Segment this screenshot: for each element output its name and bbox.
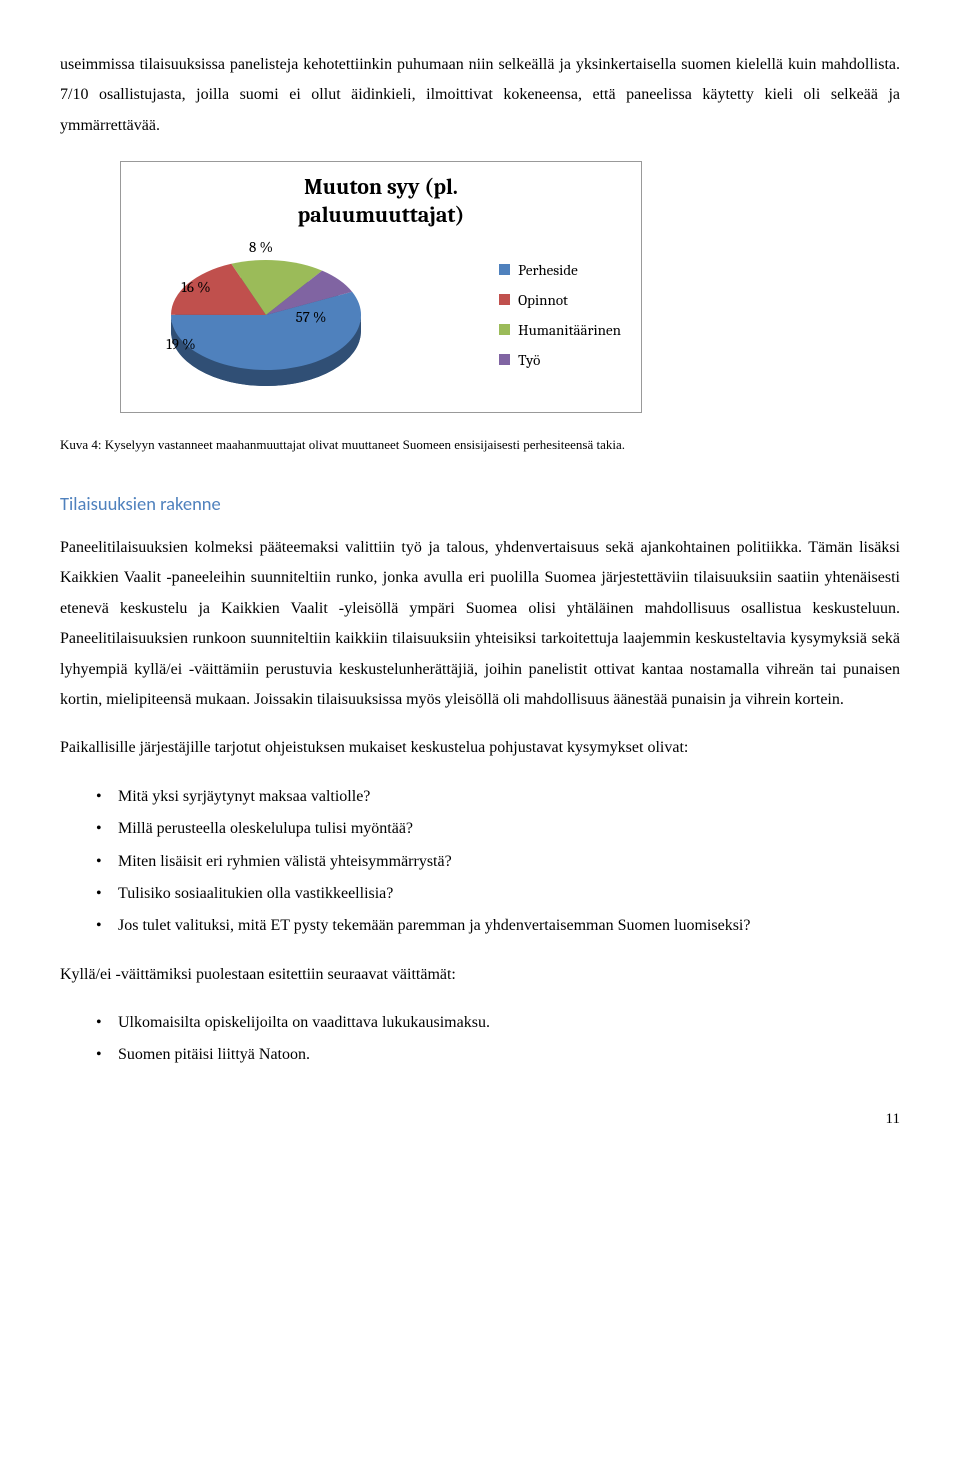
slice-label: 57 % [296,308,327,326]
claim-item: Suomen pitäisi liittyä Natoon. [118,1040,900,1070]
questions-intro: Paikallisille järjestäjille tarjotut ohj… [60,733,900,763]
chart-title-line1: Muuton syy (pl. [304,174,458,200]
legend-label: Perheside [518,255,578,285]
question-item: Miten lisäisit eri ryhmien välistä yhtei… [118,847,900,877]
chart-title: Muuton syy (pl. paluumuuttajat) [141,174,621,229]
chart-title-line2: paluumuuttajat) [298,202,465,228]
legend-label: Työ [518,345,540,375]
slice-label: 8 % [249,238,273,256]
legend-item: Opinnot [499,285,621,315]
paragraph-intro: useimmissa tilaisuuksissa panelisteja ke… [60,50,900,141]
pie-chart: 57 % 19 % 16 % 8 % [141,237,386,392]
legend-item: Työ [499,345,621,375]
section-heading: Tilaisuuksien rakenne [60,486,900,521]
legend-swatch [499,264,510,275]
questions-list: Mitä yksi syrjäytynyt maksaa valtiolle?M… [60,782,900,942]
slice-label: 19 % [166,335,195,353]
legend-label: Humanitäärinen [518,315,621,345]
slice-label: 16 % [181,278,210,296]
pie-chart-container: Muuton syy (pl. paluumuuttajat) 57 % 19 %… [120,161,642,413]
question-item: Mitä yksi syrjäytynyt maksaa valtiolle? [118,782,900,812]
page-number: 11 [60,1105,900,1134]
legend-item: Humanitäärinen [499,315,621,345]
legend-item: Perheside [499,255,621,285]
question-item: Jos tulet valituksi, mitä ET pysty tekem… [118,911,900,941]
legend-swatch [499,324,510,335]
paragraph-structure: Paneelitilaisuuksien kolmeksi pääteemaks… [60,533,900,715]
claim-item: Ulkomaisilta opiskelijoilta on vaadittav… [118,1008,900,1038]
question-item: Tulisiko sosiaalitukien olla vastikkeell… [118,879,900,909]
legend-swatch [499,294,510,305]
chart-legend: PerhesideOpinnotHumanitäärinenTyö [499,255,621,375]
legend-swatch [499,354,510,365]
legend-label: Opinnot [518,285,568,315]
claims-intro: Kyllä/ei -väittämiksi puolestaan esitett… [60,960,900,990]
claims-list: Ulkomaisilta opiskelijoilta on vaadittav… [60,1008,900,1071]
figure-caption: Kuva 4: Kyselyyn vastanneet maahanmuutta… [60,433,900,458]
question-item: Millä perusteella oleskelulupa tulisi my… [118,814,900,844]
